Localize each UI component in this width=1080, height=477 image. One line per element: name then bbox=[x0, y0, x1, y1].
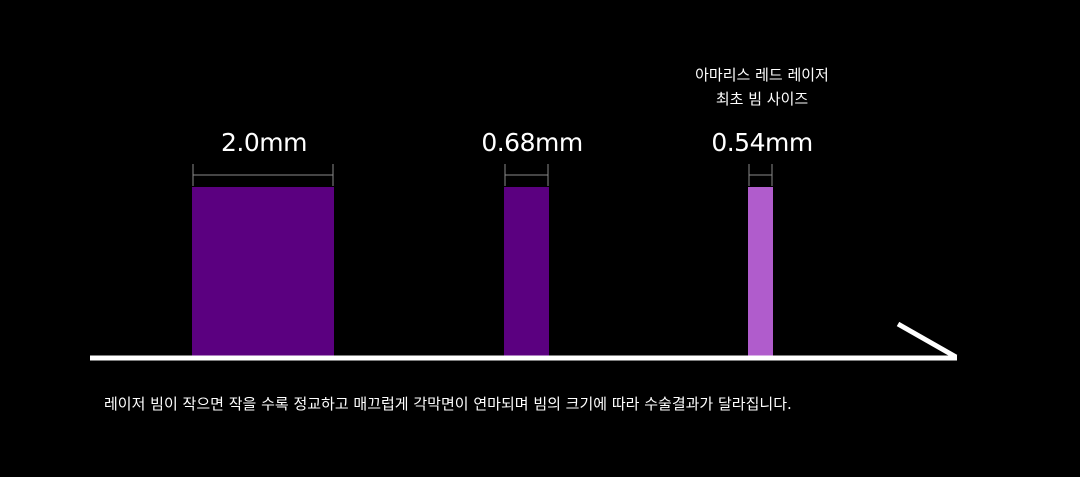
highlight-note-line2: 최초 빔 사이즈 bbox=[716, 90, 809, 108]
beam-bar bbox=[504, 187, 549, 357]
beam-group-2-0mm: 2.0mm bbox=[192, 128, 334, 357]
beam-size-label: 2.0mm bbox=[221, 128, 307, 157]
beam-bar-highlighted bbox=[748, 187, 773, 357]
beam-group-0-54mm: 아마리스 레드 레이저 최초 빔 사이즈 0.54mm bbox=[695, 66, 829, 357]
beam-bar bbox=[192, 187, 334, 357]
highlight-note-line1: 아마리스 레드 레이저 bbox=[695, 66, 829, 84]
beam-group-0-68mm: 0.68mm bbox=[481, 128, 583, 357]
diagram-caption: 레이저 빔이 작으면 작을 수록 정교하고 매끄럽게 각막면이 연마되며 빔의 … bbox=[104, 395, 792, 413]
beam-size-label: 0.54mm bbox=[711, 128, 812, 157]
beam-size-label: 0.68mm bbox=[481, 128, 582, 157]
baseline-angled-end bbox=[896, 321, 958, 360]
